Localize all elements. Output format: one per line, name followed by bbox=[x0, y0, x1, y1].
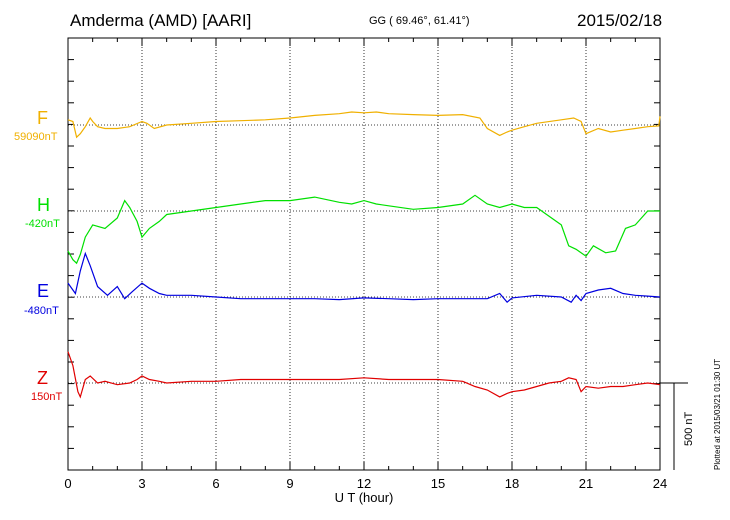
channel-letter-z: Z bbox=[37, 368, 48, 388]
channel-baseline-f: 59090nT bbox=[14, 131, 58, 143]
x-tick-label: 24 bbox=[653, 476, 667, 491]
channel-letter-e: E bbox=[37, 281, 50, 301]
station-title: Amderma (AMD) [AARI] bbox=[70, 11, 252, 30]
scale-bar-label: 500 nT bbox=[683, 411, 695, 446]
x-tick-label: 3 bbox=[138, 476, 145, 491]
x-tick-label: 12 bbox=[357, 476, 371, 491]
series-line-z bbox=[67, 351, 661, 399]
channel-baseline-e: -480nT bbox=[24, 305, 59, 317]
channel-baseline-z: 150nT bbox=[31, 391, 63, 403]
x-tick-label: 21 bbox=[579, 476, 593, 491]
channel-baseline-h: -420nT bbox=[25, 218, 60, 230]
x-axis-label: U T (hour) bbox=[335, 490, 394, 505]
x-tick-label: 0 bbox=[64, 476, 71, 491]
x-tick-labels: 0 3 6 9 12 15 18 21 24 bbox=[64, 476, 667, 491]
axis-ticks bbox=[67, 38, 661, 470]
geographic-coordinates: GG ( 69.46°, 61.41°) bbox=[369, 15, 470, 27]
x-tick-label: 15 bbox=[431, 476, 445, 491]
x-tick-label: 18 bbox=[505, 476, 519, 491]
date-label: 2015/02/18 bbox=[577, 11, 663, 30]
x-tick-label: 6 bbox=[212, 476, 219, 491]
scale-bar: 500 nT bbox=[660, 382, 695, 470]
series-lines bbox=[67, 111, 661, 399]
series-line-e bbox=[67, 251, 661, 304]
series-line-h bbox=[67, 194, 660, 265]
grid bbox=[68, 38, 660, 470]
x-tick-label: 9 bbox=[286, 476, 293, 491]
channel-letter-h: H bbox=[37, 195, 50, 215]
channel-letter-f: F bbox=[37, 108, 48, 128]
series-line-f bbox=[67, 111, 661, 139]
